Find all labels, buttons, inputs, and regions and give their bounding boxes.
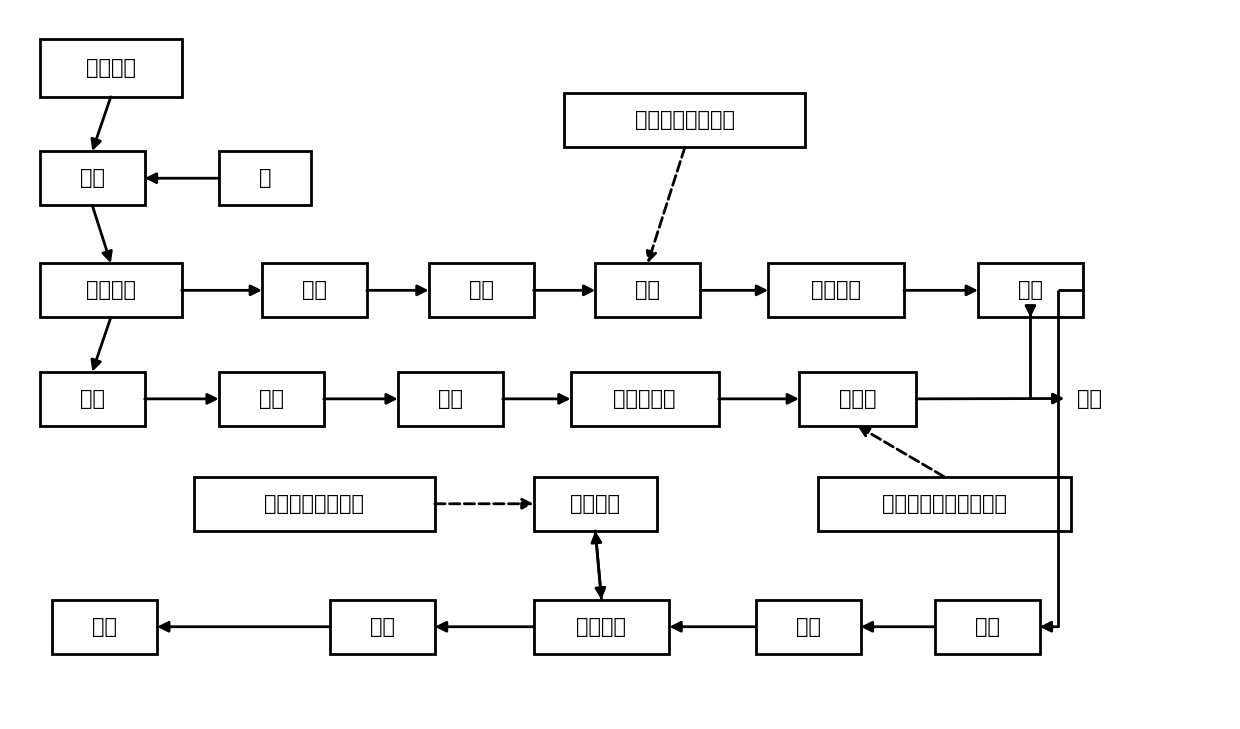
FancyArrowPatch shape [92,97,110,148]
FancyArrowPatch shape [367,286,425,295]
FancyArrowPatch shape [145,394,216,403]
FancyArrowPatch shape [502,394,568,403]
Text: 烟草原料: 烟草原料 [86,58,136,78]
Bar [595,263,701,317]
Bar [40,372,145,426]
Text: 涂布: 涂布 [1076,389,1101,408]
FancyArrowPatch shape [864,623,935,631]
Bar [570,372,719,426]
Text: 净化: 净化 [259,389,284,409]
FancyArrowPatch shape [435,499,531,508]
Text: 固相: 固相 [303,281,327,300]
Bar [817,477,1070,531]
FancyArrowPatch shape [719,394,796,403]
Text: 浓缩: 浓缩 [438,389,463,409]
Bar [40,39,182,97]
Text: 涂布液: 涂布液 [839,389,877,409]
Text: 收卷: 收卷 [796,617,821,636]
FancyArrowPatch shape [701,286,765,295]
Bar [756,600,861,654]
Text: 轧光: 轧光 [370,617,394,636]
FancyArrowPatch shape [861,428,944,477]
Bar [429,263,533,317]
FancyArrowPatch shape [1043,623,1058,631]
FancyArrowPatch shape [904,286,975,295]
Bar [768,263,904,317]
FancyArrowPatch shape [533,286,593,295]
FancyArrowPatch shape [916,394,1061,403]
Bar [40,151,145,206]
Text: 涂布液中添加输水材料: 涂布液中添加输水材料 [882,494,1007,514]
Text: 复卷分切: 复卷分切 [577,617,626,636]
Text: 浆料: 浆料 [635,281,660,300]
Text: 固液分离: 固液分离 [86,281,136,300]
Text: 烘烤: 烘烤 [975,617,999,636]
Bar [533,600,670,654]
Text: 磨浆: 磨浆 [469,281,494,300]
Text: 液相: 液相 [79,389,104,409]
Bar [195,477,435,531]
FancyArrowPatch shape [92,317,110,369]
Text: 烟草浓缩液: 烟草浓缩液 [614,389,676,409]
Text: 表面添加输水材料: 表面添加输水材料 [264,494,365,514]
FancyArrowPatch shape [591,534,601,600]
FancyArrowPatch shape [595,531,605,596]
Bar [262,263,367,317]
FancyArrowPatch shape [148,174,218,183]
Bar [40,263,182,317]
Bar [935,600,1039,654]
Text: 抄造成型: 抄造成型 [811,281,861,300]
FancyArrowPatch shape [1025,305,1035,317]
FancyArrowPatch shape [672,623,756,631]
FancyArrowPatch shape [647,147,684,260]
Bar [52,600,157,654]
Text: 提取: 提取 [79,168,104,188]
Text: 片基: 片基 [1018,281,1043,300]
FancyArrowPatch shape [324,394,394,403]
FancyArrowPatch shape [438,623,533,631]
Bar [564,93,805,147]
Bar [799,372,916,426]
Bar [533,477,657,531]
FancyArrowPatch shape [160,623,330,631]
FancyArrowPatch shape [182,286,259,295]
Bar [218,372,324,426]
Bar [398,372,502,426]
Bar [330,600,435,654]
Bar [218,151,311,206]
Text: 湿部添加输水材料: 湿部添加输水材料 [635,110,735,130]
Text: 水: 水 [259,168,272,188]
Text: 卷制: 卷制 [92,617,117,636]
Text: 二次涂布: 二次涂布 [570,494,620,514]
FancyArrowPatch shape [92,206,112,260]
Bar [978,263,1083,317]
